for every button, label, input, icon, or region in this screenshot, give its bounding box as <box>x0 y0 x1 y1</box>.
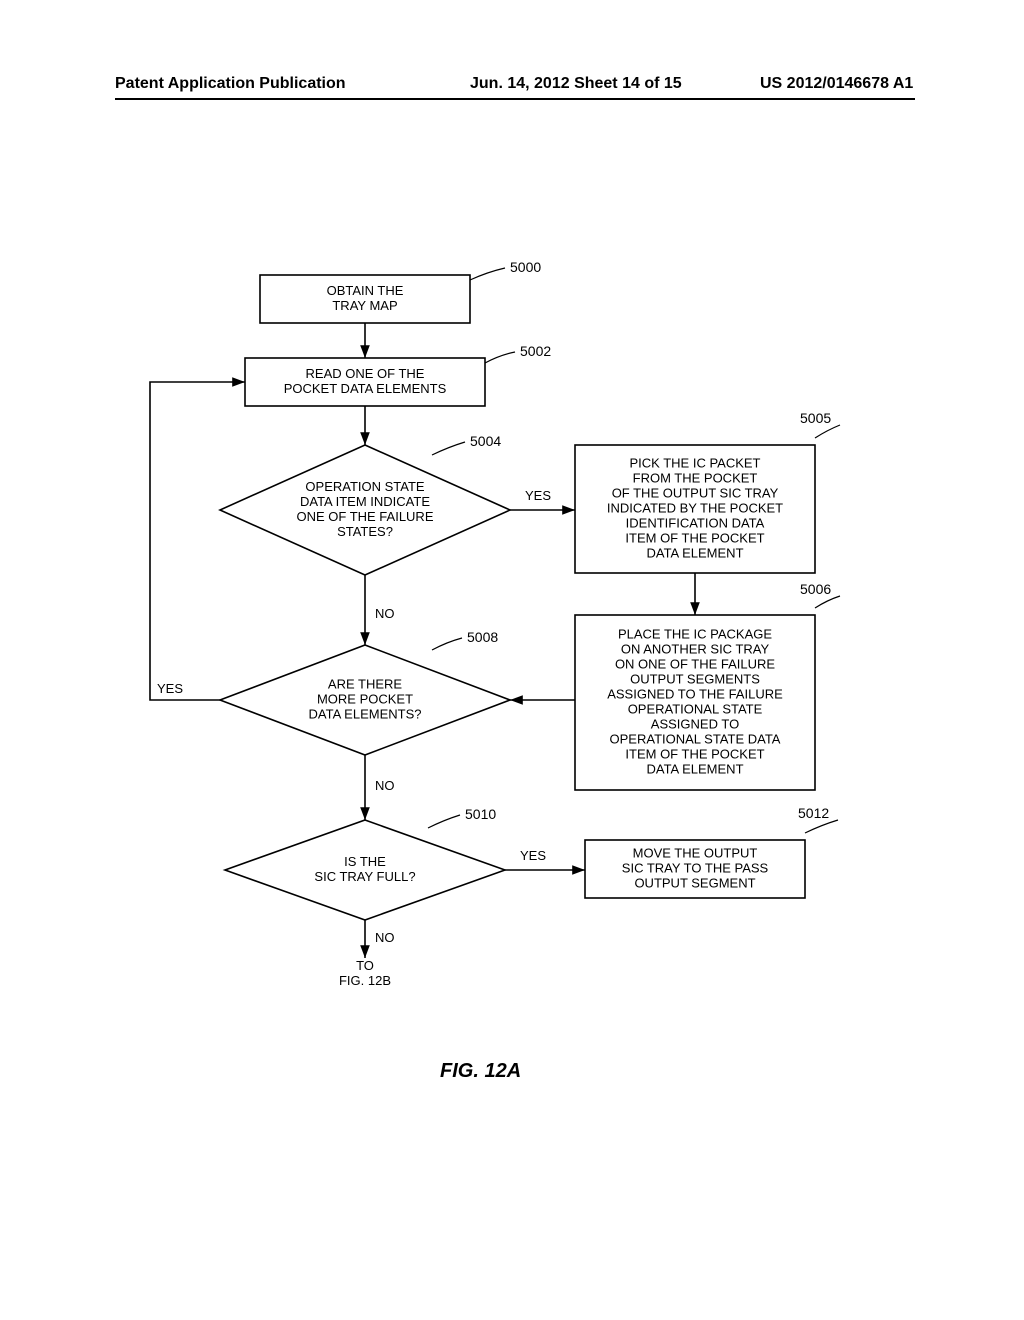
svg-text:PLACE THE IC PACKAGE: PLACE THE IC PACKAGE <box>618 626 772 641</box>
node-n5012: MOVE THE OUTPUTSIC TRAY TO THE PASSOUTPU… <box>585 805 838 898</box>
node-n5005: PICK THE IC PACKETFROM THE POCKETOF THE … <box>575 410 840 573</box>
svg-text:5006: 5006 <box>800 581 831 597</box>
svg-text:IDENTIFICATION DATA: IDENTIFICATION DATA <box>626 515 765 530</box>
node-n5000: OBTAIN THETRAY MAP 5000 <box>260 259 541 323</box>
svg-text:SIC TRAY TO THE PASS: SIC TRAY TO THE PASS <box>622 860 769 875</box>
svg-text:ASSIGNED TO: ASSIGNED TO <box>651 716 739 731</box>
svg-text:OPERATIONAL STATE: OPERATIONAL STATE <box>628 701 763 716</box>
node-n5004: OPERATION STATEDATA ITEM INDICATEONE OF … <box>220 433 510 575</box>
svg-text:PICK THE IC PACKET: PICK THE IC PACKET <box>630 455 761 470</box>
continuation: TOFIG. 12B <box>339 958 391 988</box>
svg-text:YES: YES <box>157 681 183 696</box>
svg-text:ITEM OF THE POCKET: ITEM OF THE POCKET <box>625 746 764 761</box>
svg-text:NO: NO <box>375 930 395 945</box>
svg-text:YES: YES <box>525 488 551 503</box>
svg-text:5012: 5012 <box>798 805 829 821</box>
svg-text:OUTPUT SEGMENTS: OUTPUT SEGMENTS <box>630 671 760 686</box>
svg-text:DATA ELEMENT: DATA ELEMENT <box>646 545 743 560</box>
svg-text:OF THE OUTPUT SIC TRAY: OF THE OUTPUT SIC TRAY <box>612 485 779 500</box>
svg-text:INDICATED BY THE POCKET: INDICATED BY THE POCKET <box>607 500 783 515</box>
svg-text:DATA ITEM INDICATE: DATA ITEM INDICATE <box>300 494 430 509</box>
svg-text:5008: 5008 <box>467 629 498 645</box>
svg-text:5010: 5010 <box>465 806 496 822</box>
svg-text:IS THE: IS THE <box>344 854 386 869</box>
svg-text:5002: 5002 <box>520 343 551 359</box>
svg-text:DATA ELEMENT: DATA ELEMENT <box>646 761 743 776</box>
svg-text:ITEM OF THE POCKET: ITEM OF THE POCKET <box>625 530 764 545</box>
svg-text:POCKET DATA ELEMENTS: POCKET DATA ELEMENTS <box>284 381 447 396</box>
svg-text:NO: NO <box>375 778 395 793</box>
svg-text:SIC TRAY FULL?: SIC TRAY FULL? <box>314 869 415 884</box>
svg-text:ON ANOTHER SIC TRAY: ON ANOTHER SIC TRAY <box>621 641 770 656</box>
svg-text:FROM THE POCKET: FROM THE POCKET <box>633 470 758 485</box>
svg-text:OBTAIN THE: OBTAIN THE <box>327 283 404 298</box>
flowchart-svg: YES NO YES NO YES NO OBTAIN THETRAY MAP 5000 REA… <box>0 0 1024 1320</box>
node-n5006: PLACE THE IC PACKAGEON ANOTHER SIC TRAYO… <box>575 581 840 790</box>
svg-text:READ ONE OF THE: READ ONE OF THE <box>306 366 425 381</box>
svg-text:NO: NO <box>375 606 395 621</box>
node-n5008: ARE THEREMORE POCKETDATA ELEMENTS? 5008 <box>220 629 510 755</box>
figure-title: FIG. 12A <box>440 1060 521 1083</box>
svg-text:MOVE THE OUTPUT: MOVE THE OUTPUT <box>633 845 758 860</box>
svg-text:STATES?: STATES? <box>337 524 393 539</box>
svg-text:MORE POCKET: MORE POCKET <box>317 691 413 706</box>
svg-text:OPERATION STATE: OPERATION STATE <box>305 479 425 494</box>
svg-text:TO: TO <box>356 958 374 973</box>
svg-text:ASSIGNED TO THE FAILURE: ASSIGNED TO THE FAILURE <box>607 686 783 701</box>
svg-text:FIG. 12B: FIG. 12B <box>339 973 391 988</box>
svg-text:5000: 5000 <box>510 259 541 275</box>
svg-text:OUTPUT SEGMENT: OUTPUT SEGMENT <box>634 875 755 890</box>
svg-text:5004: 5004 <box>470 433 501 449</box>
svg-text:5005: 5005 <box>800 410 831 426</box>
page: Patent Application Publication Jun. 14, … <box>0 0 1024 1320</box>
svg-text:DATA ELEMENTS?: DATA ELEMENTS? <box>309 706 422 721</box>
node-n5002: READ ONE OF THEPOCKET DATA ELEMENTS 5002 <box>245 343 551 406</box>
node-n5010: IS THESIC TRAY FULL? 5010 <box>225 806 505 920</box>
svg-text:ON ONE OF THE FAILURE: ON ONE OF THE FAILURE <box>615 656 775 671</box>
svg-text:TRAY MAP: TRAY MAP <box>332 298 397 313</box>
svg-text:ARE THERE: ARE THERE <box>328 676 402 691</box>
svg-text:OPERATIONAL STATE DATA: OPERATIONAL STATE DATA <box>610 731 781 746</box>
svg-text:YES: YES <box>520 848 546 863</box>
svg-text:ONE OF THE FAILURE: ONE OF THE FAILURE <box>296 509 433 524</box>
